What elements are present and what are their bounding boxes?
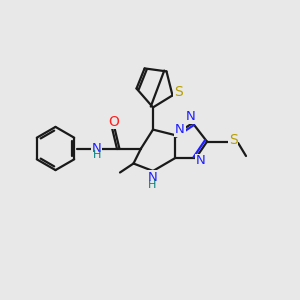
Text: S: S [174, 85, 183, 99]
Text: H: H [93, 150, 101, 160]
Text: N: N [92, 142, 101, 155]
Text: N: N [196, 154, 206, 167]
Text: S: S [229, 133, 238, 147]
Text: N: N [175, 123, 185, 136]
Text: N: N [186, 110, 196, 124]
Text: O: O [109, 115, 119, 129]
Text: H: H [148, 180, 157, 190]
Text: N: N [148, 171, 157, 184]
